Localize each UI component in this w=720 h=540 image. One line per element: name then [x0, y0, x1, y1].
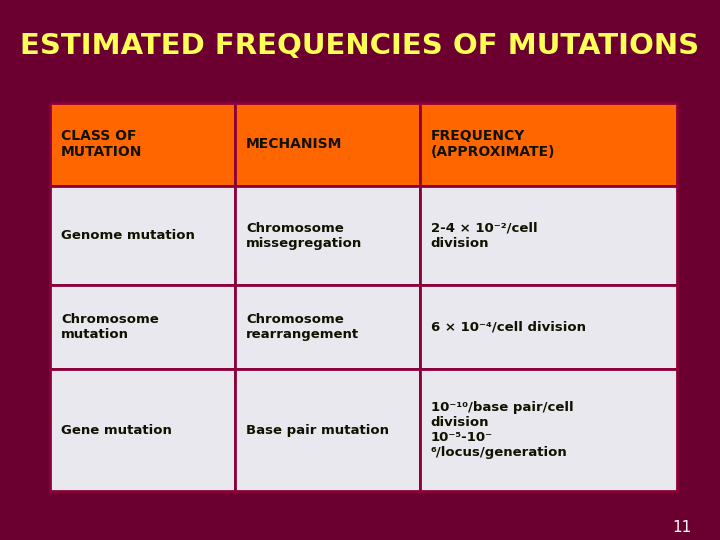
FancyBboxPatch shape [235, 103, 420, 186]
FancyBboxPatch shape [420, 285, 677, 369]
Text: Genome mutation: Genome mutation [61, 230, 195, 242]
Text: Base pair mutation: Base pair mutation [246, 424, 389, 437]
Text: 6 × 10⁻⁴/cell division: 6 × 10⁻⁴/cell division [431, 321, 586, 334]
FancyBboxPatch shape [420, 369, 677, 491]
FancyBboxPatch shape [50, 369, 235, 491]
Text: ESTIMATED FREQUENCIES OF MUTATIONS: ESTIMATED FREQUENCIES OF MUTATIONS [20, 32, 700, 60]
Text: Chromosome
missegregation: Chromosome missegregation [246, 222, 362, 250]
Text: 11: 11 [672, 519, 691, 535]
Text: Chromosome
mutation: Chromosome mutation [61, 313, 159, 341]
Text: Gene mutation: Gene mutation [61, 424, 172, 437]
Text: MECHANISM: MECHANISM [246, 137, 343, 151]
FancyBboxPatch shape [235, 186, 420, 285]
Text: FREQUENCY
(APPROXIMATE): FREQUENCY (APPROXIMATE) [431, 129, 555, 159]
FancyBboxPatch shape [235, 285, 420, 369]
FancyBboxPatch shape [50, 103, 235, 186]
Text: Chromosome
rearrangement: Chromosome rearrangement [246, 313, 359, 341]
FancyBboxPatch shape [235, 369, 420, 491]
FancyBboxPatch shape [420, 103, 677, 186]
Text: CLASS OF
MUTATION: CLASS OF MUTATION [61, 129, 143, 159]
Text: 2-4 × 10⁻²/cell
division: 2-4 × 10⁻²/cell division [431, 222, 537, 250]
FancyBboxPatch shape [50, 186, 235, 285]
FancyBboxPatch shape [420, 186, 677, 285]
Text: 10⁻¹⁰/base pair/cell
division
10⁻⁵-10⁻
⁶/locus/generation: 10⁻¹⁰/base pair/cell division 10⁻⁵-10⁻ ⁶… [431, 401, 573, 459]
FancyBboxPatch shape [50, 285, 235, 369]
